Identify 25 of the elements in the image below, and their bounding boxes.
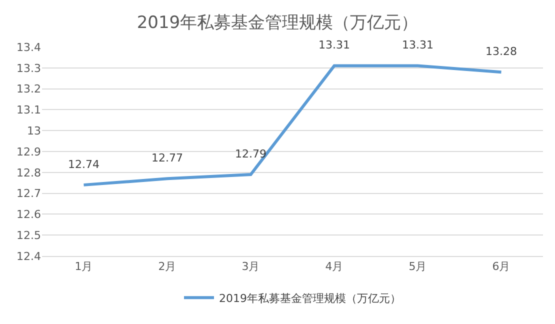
data-label: 12.77 — [152, 152, 183, 165]
x-tick-label: 5月 — [408, 260, 427, 274]
data-label: 13.31 — [318, 38, 350, 52]
y-tick-label: 13.3 — [16, 62, 41, 75]
y-tick-label: 12.9 — [16, 145, 41, 158]
y-tick-label: 13.1 — [16, 104, 41, 117]
x-tick-label: 4月 — [325, 260, 344, 274]
data-label: 12.74 — [68, 158, 100, 171]
data-label: 12.79 — [235, 147, 266, 160]
x-tick-label: 1月 — [74, 260, 93, 274]
data-label: 13.31 — [402, 38, 434, 52]
legend-label: 2019年私募基金管理规模（万亿元） — [219, 292, 401, 305]
x-tick-label: 2月 — [158, 260, 176, 274]
data-label: 13.28 — [486, 45, 517, 58]
x-tick-label: 6月 — [492, 260, 510, 274]
y-tick-label: 12.4 — [16, 250, 41, 263]
y-tick-label: 12.7 — [16, 187, 41, 200]
y-tick-label: 12.6 — [16, 208, 41, 222]
y-tick-label: 12.8 — [16, 166, 41, 180]
y-tick-label: 13.2 — [16, 82, 41, 96]
y-tick-label: 13.4 — [16, 40, 41, 54]
x-tick-label: 3月 — [242, 260, 260, 274]
y-tick-label: 13 — [27, 124, 41, 138]
chart-title: 2019年私募基金管理规模（万亿元） — [136, 13, 418, 34]
y-tick-label: 12.5 — [16, 228, 41, 242]
